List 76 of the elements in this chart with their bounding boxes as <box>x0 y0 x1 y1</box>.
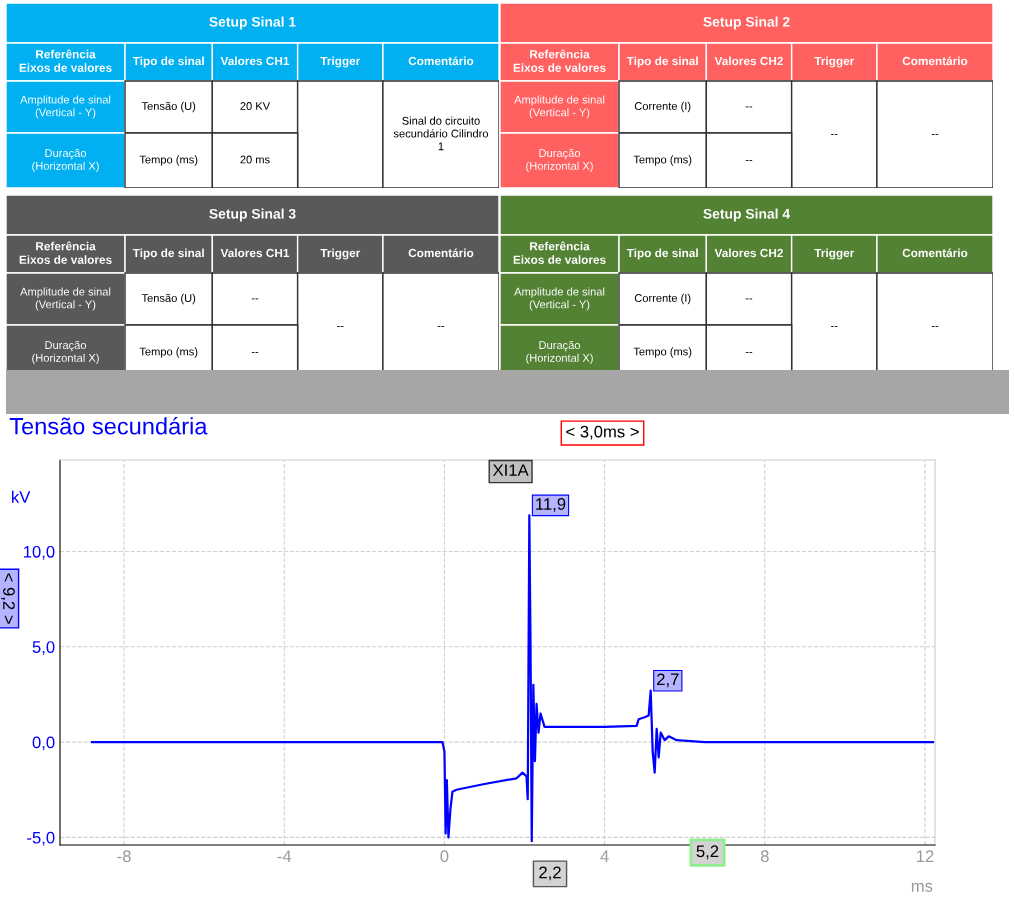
text: 5,2 <box>696 845 719 860</box>
text: Duração (Horizontal X) <box>526 340 593 365</box>
text: Duração (Horizontal X) <box>32 148 99 173</box>
y-tick-label: 5,0 <box>32 641 55 655</box>
text: < 3,0ms > <box>566 425 639 440</box>
text: Comentário <box>902 56 968 66</box>
text: -- <box>831 133 838 135</box>
text: Tempo (ms) <box>139 347 198 358</box>
text: Trigger <box>320 56 361 68</box>
x-tick-label: -8 <box>117 850 131 863</box>
y-tick-label: 0,0 <box>32 736 55 751</box>
text: Amplitude de sinal (Vertical - Y) <box>514 95 605 119</box>
text: Setup Sinal 1 <box>209 16 296 30</box>
text: Comentário <box>408 248 474 258</box>
text: -- <box>251 351 259 353</box>
text: -- <box>337 325 344 327</box>
text: 20 KV <box>240 102 271 110</box>
text: Valores CH1 <box>220 56 290 66</box>
text: Trigger <box>814 56 855 68</box>
text: Referência Eixos de valores <box>513 49 606 72</box>
text: 2,2 <box>539 866 561 881</box>
text: 20 ms <box>240 155 270 164</box>
text: Tipo de sinal <box>626 248 698 260</box>
text: Trigger <box>814 248 855 260</box>
text: -- <box>931 325 939 327</box>
text: Tipo de sinal <box>132 56 204 68</box>
text: Tempo (ms) <box>633 347 692 358</box>
text: Setup Sinal 4 <box>703 208 791 222</box>
text: Amplitude de sinal (Vertical - Y) <box>20 287 111 311</box>
annotation: 11,9 <box>536 498 566 512</box>
text: Tempo (ms) <box>633 155 692 166</box>
text: -- <box>745 298 753 300</box>
text: Duração (Horizontal X) <box>526 148 593 173</box>
x-tick-label: 4 <box>600 850 609 862</box>
text: Sinal do circuito secundário Cilindro 1 <box>393 116 489 151</box>
text: Tensão (U) <box>141 101 196 113</box>
text: -- <box>745 106 753 108</box>
text: Referência Eixos de valores <box>513 241 606 264</box>
text: Corrente (I) <box>634 293 691 305</box>
x-tick-label: 0 <box>440 850 449 863</box>
text: Corrente (I) <box>634 101 691 113</box>
text: Referência Eixos de valores <box>19 241 112 264</box>
text: Tensão (U) <box>141 293 196 305</box>
text: -- <box>931 133 939 135</box>
text: -- <box>745 159 753 161</box>
text: Valores CH2 <box>714 248 783 258</box>
text: Referência Eixos de valores <box>19 49 112 72</box>
text: Valores CH1 <box>220 248 290 258</box>
y-tick-label: -5,0 <box>27 831 55 846</box>
x-tick-label: 12 <box>916 850 934 862</box>
y-axis-title: kV <box>12 490 31 503</box>
text: Tempo (ms) <box>139 155 198 166</box>
x-tick-label: 8 <box>760 850 769 863</box>
y-tick-label: 10,0 <box>23 545 55 560</box>
text: Setup Sinal 2 <box>703 16 790 30</box>
text: Setup Sinal 3 <box>209 208 296 222</box>
x-tick-label: -4 <box>277 850 292 862</box>
text: Comentário <box>408 56 474 66</box>
text: Amplitude de sinal (Vertical - Y) <box>514 287 605 311</box>
text: -- <box>831 325 838 327</box>
text: Tipo de sinal <box>626 56 698 68</box>
chart-title: Tensão secundária <box>9 416 208 435</box>
annotation: 2,7 <box>657 673 679 688</box>
text: Trigger <box>320 248 361 260</box>
text: Valores CH2 <box>714 56 783 66</box>
text: Duração (Horizontal X) <box>32 340 99 365</box>
text: Tipo de sinal <box>132 248 204 260</box>
x-axis-title: ms <box>911 882 933 892</box>
annotation: XI1A <box>492 464 529 476</box>
text: Comentário <box>902 248 968 258</box>
text: Amplitude de sinal (Vertical - Y) <box>20 95 111 119</box>
text: -- <box>251 298 259 300</box>
text: -- <box>437 325 445 327</box>
text: -- <box>745 351 753 353</box>
text: < 9,2 > <box>1 573 15 624</box>
line-series <box>90 514 935 843</box>
